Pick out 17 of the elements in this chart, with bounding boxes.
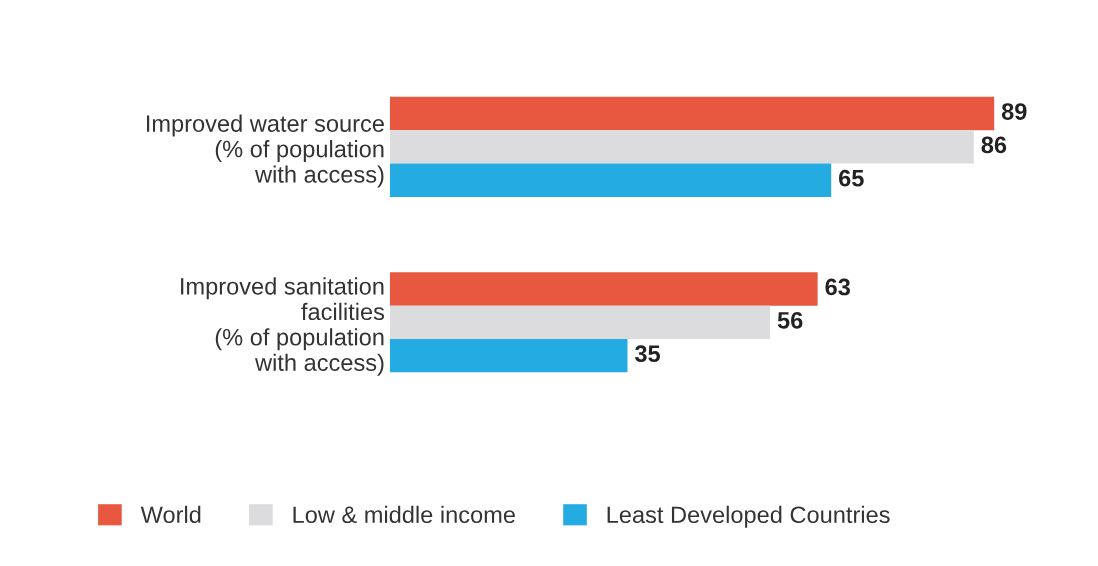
data-label: 35: [634, 345, 661, 363]
bar: [389, 96, 995, 131]
legend-label: Least Developed Countries: [607, 505, 890, 528]
legend-label: World: [140, 505, 201, 524]
bar: [389, 130, 974, 164]
bar: [389, 163, 832, 197]
bar: [389, 305, 771, 340]
y-tick-label: Improved sanitation facilities (% of population with access): [181, 277, 385, 376]
legend-label: Low & middle income: [293, 505, 515, 524]
data-label: 56: [777, 311, 803, 329]
data-label: 86: [981, 136, 1007, 154]
data-label: 63: [825, 278, 850, 296]
bar: [389, 272, 818, 306]
y-tick-label: Improved water source (% of population with access): [146, 114, 384, 188]
data-label: 65: [839, 169, 864, 187]
data-label: 89: [1001, 103, 1027, 120]
bar: [389, 339, 628, 373]
